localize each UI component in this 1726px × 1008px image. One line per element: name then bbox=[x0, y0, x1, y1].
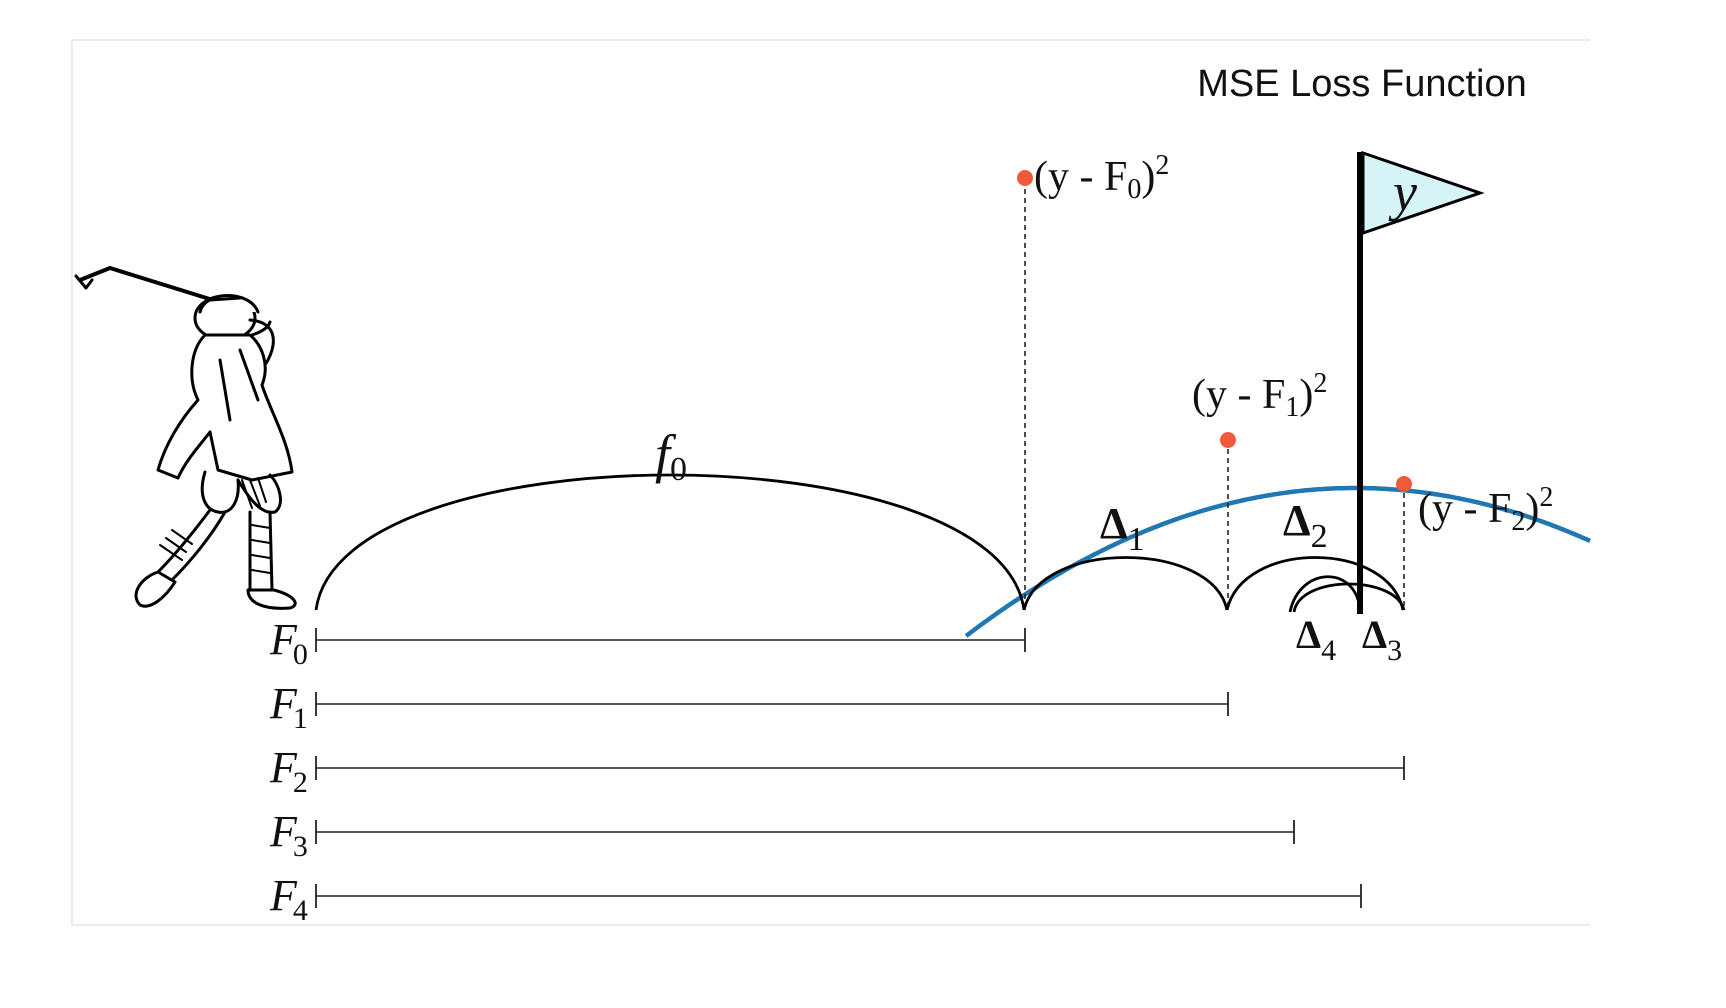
golfer-jacket bbox=[156, 333, 294, 482]
figure-frame bbox=[71, 39, 1593, 926]
loss-point-f2 bbox=[1396, 476, 1412, 492]
row-label: F4 bbox=[269, 871, 308, 927]
loss-label-f1: (y - F1)2 bbox=[1192, 368, 1327, 423]
prediction-row: F1 bbox=[269, 679, 1229, 735]
label-delta-1: Δ1 bbox=[1100, 499, 1145, 558]
flag-label: y bbox=[1388, 162, 1417, 222]
arc-delta-2 bbox=[1225, 556, 1405, 611]
loss-label-f0: (y - F0)2 bbox=[1034, 150, 1169, 205]
target-flag: y bbox=[1357, 150, 1485, 614]
frame-mask-right bbox=[1590, 38, 1600, 928]
row-label: F3 bbox=[269, 807, 308, 863]
arc-f0 bbox=[314, 473, 1026, 611]
arc-delta-1 bbox=[1022, 556, 1229, 611]
prediction-rows: F0 F1 F2 F3 F4 bbox=[269, 615, 1405, 927]
label-delta-4: Δ4 bbox=[1296, 612, 1336, 667]
loss-points bbox=[1017, 170, 1412, 492]
loss-point-f1 bbox=[1220, 432, 1236, 448]
golf-club bbox=[78, 266, 247, 312]
loss-point-f0 bbox=[1017, 170, 1033, 186]
row-label: F0 bbox=[269, 615, 308, 671]
row-label: F2 bbox=[269, 743, 308, 799]
golfer-shoe-right bbox=[246, 588, 297, 610]
label-delta-2: Δ2 bbox=[1283, 496, 1328, 555]
golfer-shoe-left bbox=[134, 570, 177, 608]
prediction-row: F3 bbox=[269, 807, 1295, 863]
row-label: F1 bbox=[269, 679, 308, 735]
loss-label-f2: (y - F2)2 bbox=[1418, 482, 1553, 537]
prediction-row: F2 bbox=[269, 743, 1405, 799]
golfer-illustration bbox=[74, 266, 297, 610]
flag-pennant bbox=[1361, 150, 1485, 236]
chart-title: MSE Loss Function bbox=[1197, 63, 1526, 105]
prediction-row: F4 bbox=[269, 871, 1362, 927]
prediction-row: F0 bbox=[269, 615, 1026, 671]
dashed-guides bbox=[1024, 180, 1405, 610]
label-delta-3: Δ3 bbox=[1362, 612, 1402, 667]
arc-delta-4 bbox=[1288, 575, 1362, 613]
